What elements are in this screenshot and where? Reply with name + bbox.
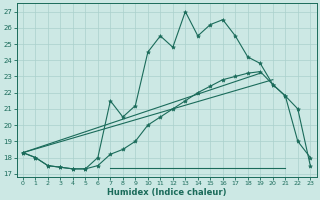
X-axis label: Humidex (Indice chaleur): Humidex (Indice chaleur) [107,188,226,197]
